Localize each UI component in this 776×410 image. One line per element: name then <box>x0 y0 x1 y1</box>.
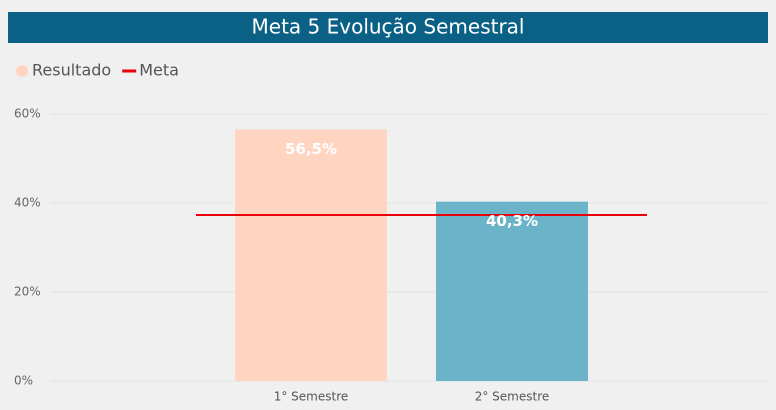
legend-marker <box>16 65 28 77</box>
value-label: 56,5% <box>285 140 337 158</box>
y-tick-label: 0% <box>14 374 33 388</box>
chart-title: Meta 5 Evolução Semestral <box>252 15 525 39</box>
legend-label: Resultado <box>32 61 111 80</box>
value-label: 40,3% <box>486 212 538 230</box>
y-tick-label: 40% <box>14 196 41 210</box>
bar <box>436 201 588 381</box>
title-bar <box>8 12 768 43</box>
bar <box>235 129 387 381</box>
y-tick-label: 60% <box>14 107 41 121</box>
x-tick-label: 1° Semestre <box>274 390 349 404</box>
legend-label: Meta <box>139 61 179 80</box>
x-tick-label: 2° Semestre <box>475 390 550 404</box>
y-tick-label: 20% <box>14 285 41 299</box>
